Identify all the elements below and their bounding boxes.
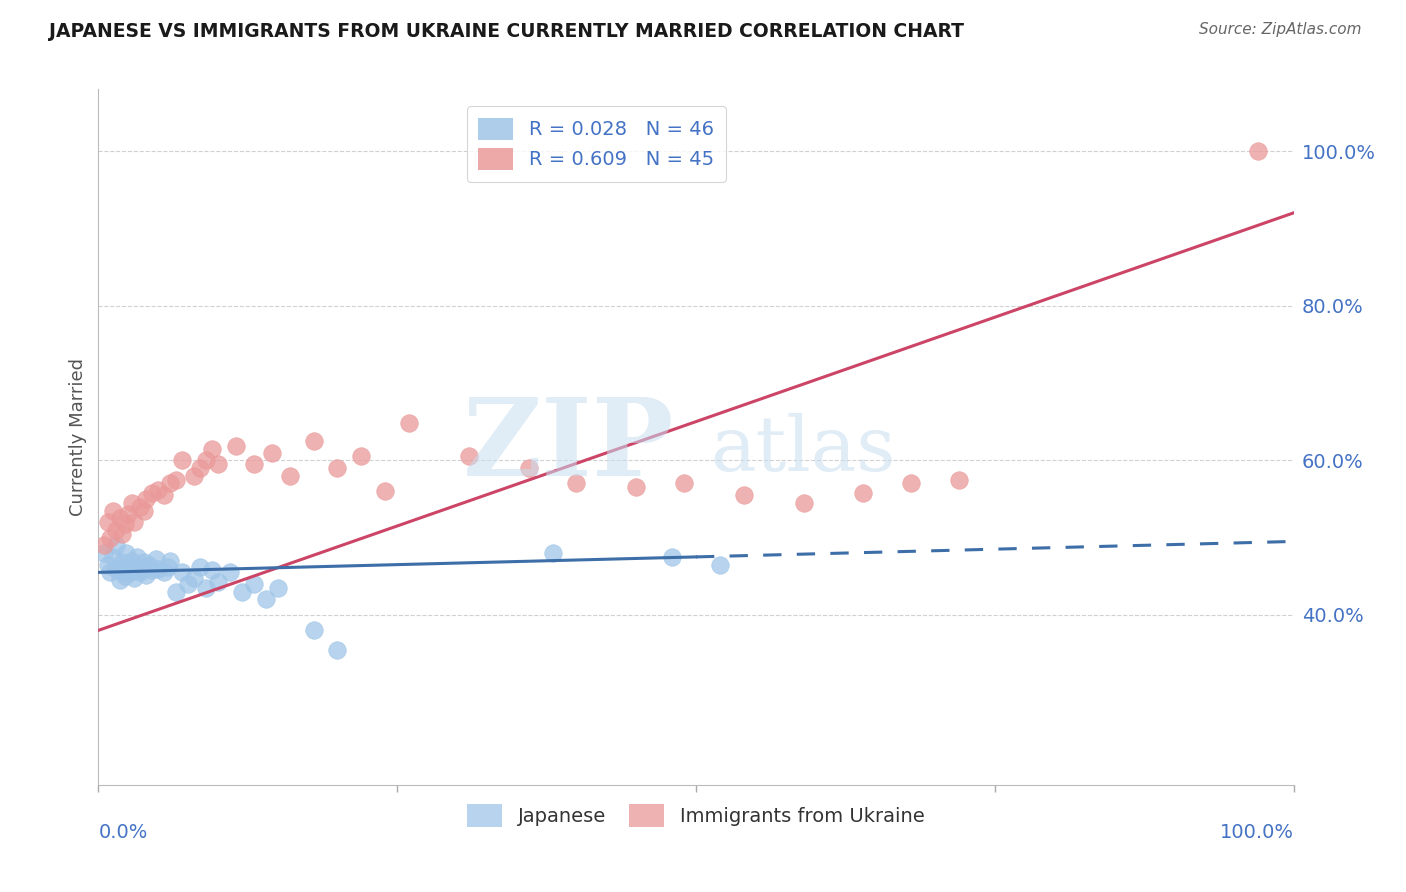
Point [278,468,301,483]
Point [302,624,325,638]
Point [661,549,683,564]
Point [948,473,970,487]
Point [93,546,115,560]
Point [148,483,170,497]
Point [254,592,277,607]
Point [350,450,373,464]
Y-axis label: Currently Married: Currently Married [69,358,87,516]
Point [207,457,229,471]
Text: atlas: atlas [710,414,896,487]
Point [121,496,143,510]
Point [124,560,146,574]
Point [177,577,200,591]
Text: JAPANESE VS IMMIGRANTS FROM UKRAINE CURRENTLY MARRIED CORRELATION CHART: JAPANESE VS IMMIGRANTS FROM UKRAINE CURR… [49,22,965,41]
Point [98,566,122,580]
Point [302,434,325,448]
Point [114,569,136,583]
Point [145,552,167,566]
Point [121,554,143,568]
Point [114,516,136,531]
Point [98,531,122,545]
Point [243,577,266,591]
Point [374,484,396,499]
Point [97,515,120,529]
Point [517,461,540,475]
Point [267,581,290,595]
Point [156,560,179,574]
Point [138,558,160,572]
Point [165,584,187,599]
Point [201,563,224,577]
Point [97,558,120,572]
Point [105,523,128,537]
Point [135,491,157,506]
Point [132,503,155,517]
Point [900,476,922,491]
Point [673,476,696,491]
Point [195,453,218,467]
Point [111,526,134,541]
Point [458,450,481,464]
Point [172,453,194,467]
Text: Source: ZipAtlas.com: Source: ZipAtlas.com [1198,22,1361,37]
Point [131,561,153,575]
Point [183,571,205,585]
Text: 0.0%: 0.0% [98,823,148,842]
Point [326,461,349,475]
Point [159,554,181,568]
Point [172,566,194,580]
Point [243,457,266,471]
Point [165,473,187,487]
Point [188,560,211,574]
Point [117,508,139,522]
Point [111,566,134,580]
Point [626,480,648,494]
Point [153,488,176,502]
Point [148,561,170,575]
Point [135,567,157,582]
Point [195,581,218,595]
Point [709,558,731,572]
Point [117,560,139,574]
Point [141,563,163,577]
Point [219,566,242,580]
Point [129,566,152,580]
Point [159,476,181,491]
Point [207,575,229,590]
Point [124,515,146,529]
Point [124,571,146,585]
Point [1247,144,1270,158]
Point [201,442,224,456]
Point [115,546,138,560]
Point [260,445,283,459]
Point [108,511,131,525]
Point [129,500,152,514]
Point [852,485,875,500]
Point [231,584,253,599]
Point [225,439,247,453]
Text: 100.0%: 100.0% [1219,823,1294,842]
Point [132,555,155,569]
Point [398,416,420,430]
Point [326,642,349,657]
Point [125,549,148,564]
Point [93,538,115,552]
Point [565,476,588,491]
Point [111,555,134,569]
Point [541,546,564,560]
Text: ZIP: ZIP [464,393,675,499]
Point [153,566,176,580]
Point [188,461,211,475]
Point [108,573,131,587]
Point [183,468,205,483]
Point [101,549,124,564]
Point [733,488,755,502]
Point [120,566,142,580]
Point [105,538,128,552]
Point [105,561,128,575]
Legend: Japanese, Immigrants from Ukraine: Japanese, Immigrants from Ukraine [460,797,932,834]
Point [141,485,163,500]
Point [793,496,815,510]
Point [101,503,124,517]
